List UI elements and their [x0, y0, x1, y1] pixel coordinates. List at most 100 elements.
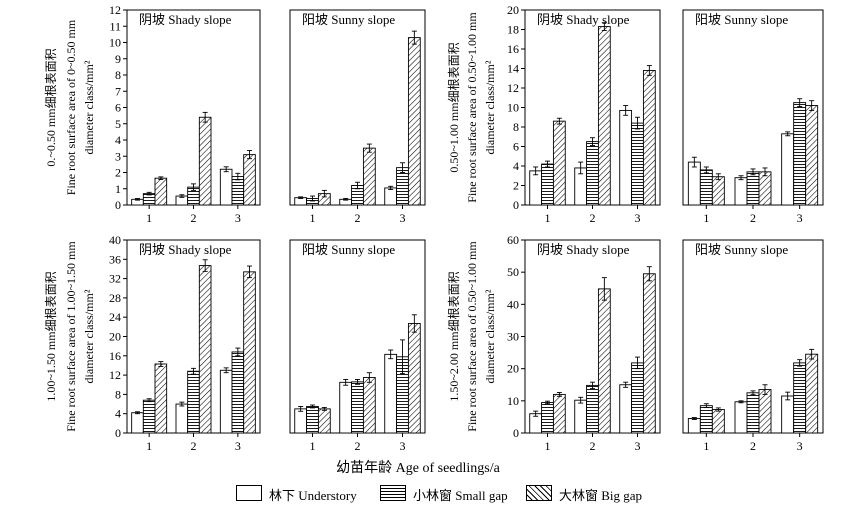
chart-4-ylabel-line-3: diameter class/mm² [483, 289, 497, 383]
chart-2: 0.50~1.00 mm细根表面积 Fine root surface area … [447, 3, 824, 225]
chart-1-ylabel-line-1: 0.~0.50 mm细根表面积 [44, 48, 58, 166]
chart-1-panel-1-bar-3-understory [219, 168, 233, 206]
chart-2-panel-1-xtick-label-1: 1 [545, 211, 551, 225]
chart-1-ytick-label-9: 9 [115, 52, 121, 66]
chart-4-panel-2: 阳坡 Sunny slope 1 2 3 [682, 239, 824, 453]
chart-4-panel-1-bar-3-big-gap [642, 273, 656, 434]
chart-1-ytick-label-10: 10 [109, 36, 121, 50]
chart-4-ylabel-line-2: Fine root surface area of 0.50~1.00 mm [465, 241, 479, 432]
chart-4-panel-2-bar-1-understory [687, 418, 701, 434]
chart-4-panel-2-xtick-label-2: 2 [750, 439, 756, 453]
chart-4-ytick-label-4: 40 [507, 297, 519, 311]
legend-swatch-small-gap [380, 485, 406, 501]
chart-2-ytick-label-10: 20 [507, 3, 519, 17]
legend-label-small-gap: 小林窗 Small gap [413, 488, 508, 503]
chart-2-ytick-label-6: 12 [507, 81, 519, 95]
chart-1: 0.~0.50 mm细根表面积 Fine root surface area of… [44, 3, 426, 225]
chart-1-panel-1-title: 阴坡 Shady slope [139, 12, 232, 27]
chart-3-panel-2-title: 阳坡 Sunny slope [302, 242, 395, 257]
chart-1-panel-1-bar-3-big-gap [243, 154, 256, 206]
chart-4-ytick-label-5: 50 [507, 265, 519, 279]
chart-3-panel-1-bar-1-big-gap [154, 363, 168, 434]
chart-1-ytick-label-6: 6 [115, 101, 121, 115]
chart-2-panel-2-bar-2-small-gap [746, 171, 760, 206]
chart-3-panel-2-bar-3-understory [384, 353, 398, 434]
chart-3-ylabel-line-3: diameter class/mm² [82, 289, 96, 383]
chart-3-ytick-label-3: 12 [109, 368, 121, 382]
chart-4-panel-1-bar-3-understory [619, 384, 633, 434]
chart-3-ytick-label-4: 16 [109, 349, 121, 363]
chart-2-panel-2-bar-2-understory [734, 177, 748, 206]
chart-3-panel-1-bar-3-understory [219, 369, 233, 434]
chart-2-ytick-label-9: 18 [507, 23, 519, 37]
chart-4: 1.50~2.00 mm细根表面积 Fine root surface area … [447, 233, 824, 453]
chart-3-panel-1-bar-2-small-gap [187, 370, 200, 434]
chart-3-panel-1-xtick-label-2: 2 [191, 439, 197, 453]
chart-1-panel-2-title: 阳坡 Sunny slope [302, 12, 395, 27]
chart-3-ytick-label-10: 40 [109, 233, 121, 247]
chart-1-ytick-label-5: 5 [115, 117, 121, 131]
chart-2-panel-1-xtick-label-3: 3 [635, 211, 641, 225]
chart-3-ytick-label-0: 0 [115, 426, 121, 440]
chart-3-panel-1-xtick-label-3: 3 [235, 439, 241, 453]
chart-4-ytick-label-0: 0 [513, 426, 519, 440]
chart-4-panel-2-title: 阳坡 Sunny slope [695, 242, 788, 257]
chart-4-panel-1-bar-1-big-gap [552, 393, 566, 434]
chart-3-panel-2-bar-1-big-gap [317, 408, 331, 434]
chart-2-panel-2-bar-2-big-gap [758, 171, 772, 206]
chart-3-panel-2-bar-2-understory [339, 381, 353, 434]
chart-1-panel-1-xtick-label-3: 3 [235, 211, 241, 225]
chart-2-ylabel-line-1: 0.50~1.00 mm细根表面积 [447, 42, 461, 172]
chart-4-panel-1: 阴坡 Shady slope 1 2 3 [524, 239, 661, 453]
chart-3-panel-1-bar-1-small-gap [142, 399, 156, 434]
chart-2-panel-1-bar-1-small-gap [541, 163, 554, 206]
chart-3-panel-2-bar-2-small-gap [351, 381, 364, 434]
chart-3-ytick-label-1: 4 [115, 407, 121, 421]
chart-4-panel-2-bar-1-small-gap [699, 405, 713, 434]
chart-1-ytick-label-2: 2 [115, 166, 121, 180]
chart-1-ytick-label-0: 0 [115, 198, 121, 212]
chart-3-panel-1-title: 阴坡 Shady slope [139, 242, 232, 257]
chart-1-panel-1-frame [126, 9, 261, 206]
chart-1-panel-1-xtick-label-1: 1 [146, 211, 152, 225]
chart-4-panel-1-xtick-label-2: 2 [590, 439, 596, 453]
chart-2-panel-2-bar-1-understory [687, 161, 701, 206]
chart-3-panel-2-bar-2-big-gap [362, 377, 376, 434]
chart-2-panel-1-bar-3-big-gap [642, 69, 656, 206]
legend-label-big-gap: 大林窗 Big gap [559, 488, 643, 503]
chart-2-panel-1-bar-3-small-gap [631, 122, 644, 206]
chart-1-panel-2-xtick-label-1: 1 [310, 211, 316, 225]
chart-1-panel-2-bar-3-understory [384, 187, 398, 206]
chart-2-ylabel-line-3: diameter class/mm² [483, 60, 497, 154]
chart-1-panel-1-bar-1-big-gap [154, 177, 168, 206]
chart-4-ylabel-line-1: 1.50~2.00 mm细根表面积 [447, 271, 461, 401]
chart-1-ytick-label-12: 12 [109, 3, 121, 17]
chart-4-ytick-label-6: 60 [507, 233, 519, 247]
chart-3-panel-1: 阴坡 Shady slope 1 2 3 [126, 239, 261, 453]
chart-3-ytick-label-5: 20 [109, 330, 121, 344]
chart-1-panel-1-xtick-label-2: 2 [191, 211, 197, 225]
legend-swatch-big-gap [526, 485, 552, 501]
chart-1-ytick-label-7: 7 [115, 84, 121, 98]
chart-2-panel-1: 阴坡 Shady slope 1 2 3 [524, 9, 661, 225]
chart-4-panel-2-bar-2-understory [734, 401, 748, 434]
chart-3-ytick-label-6: 24 [109, 310, 121, 324]
chart-2-panel-2-bar-1-small-gap [699, 169, 713, 206]
chart-2-panel-2-xtick-label-1: 1 [703, 211, 709, 225]
chart-2-panel-2-bar-1-big-gap [711, 176, 725, 206]
chart-3-panel-1-xtick-label-1: 1 [146, 439, 152, 453]
chart-3-panel-2-bar-1-understory [294, 408, 308, 434]
chart-3-ytick-label-2: 8 [115, 387, 121, 401]
chart-4-panel-2-bar-2-big-gap [758, 389, 772, 434]
chart-2-panel-1-bar-2-small-gap [586, 141, 599, 206]
chart-4-ytick-label-3: 30 [507, 330, 519, 344]
chart-2-panel-2-xtick-label-3: 3 [797, 211, 803, 225]
chart-3-panel-2-xtick-label-3: 3 [400, 439, 406, 453]
chart-4-panel-2-bar-3-small-gap [793, 362, 807, 434]
chart-2-panel-2-title: 阳坡 Sunny slope [695, 12, 788, 27]
x-axis-label: 幼苗年龄 Age of seedlings/a [336, 460, 500, 476]
chart-2-ytick-label-7: 14 [507, 62, 519, 76]
chart-2-ytick-label-4: 8 [513, 120, 519, 134]
chart-1-panel-1-bar-2-big-gap [198, 116, 212, 206]
